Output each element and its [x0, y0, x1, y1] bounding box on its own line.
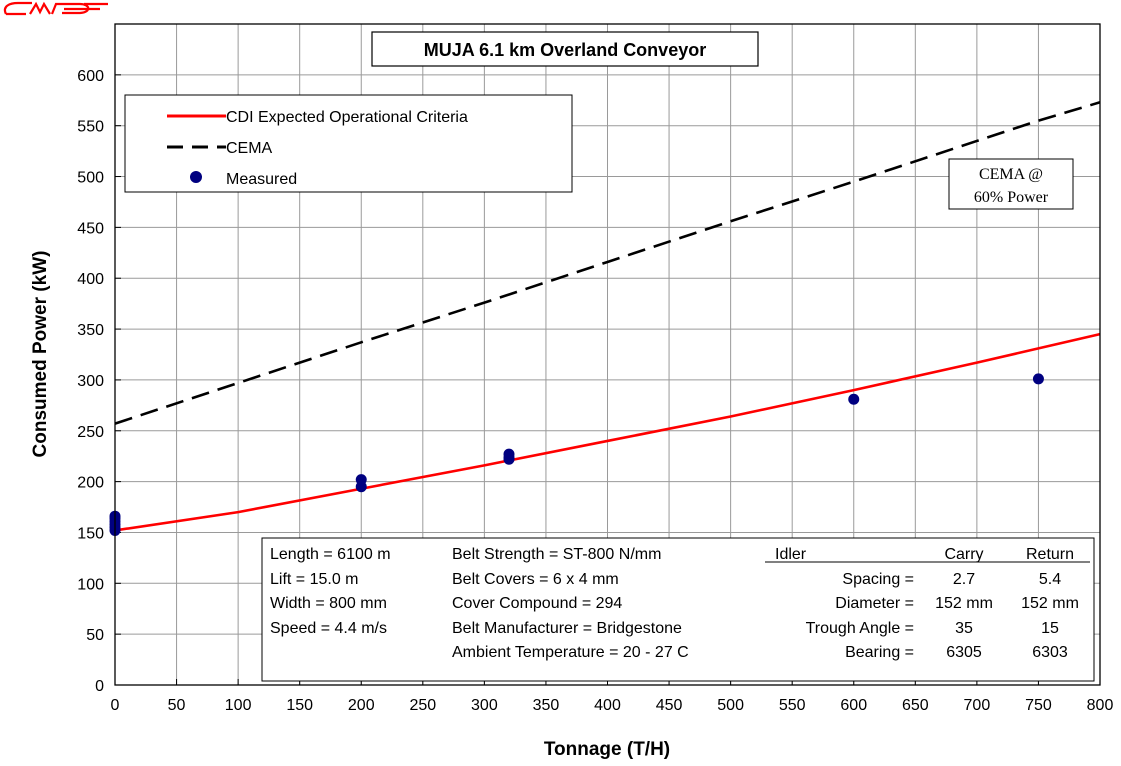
y-tick-label: 600: [77, 68, 104, 85]
x-tick-label: 550: [779, 697, 806, 714]
logo: [3, 1, 108, 16]
idler-header: Idler: [775, 546, 807, 563]
x-tick-label: 800: [1087, 697, 1114, 714]
x-tick-label: 50: [168, 697, 186, 714]
idler-spacing-return: 5.4: [1039, 571, 1061, 588]
idler-trough-angle-return: 15: [1041, 620, 1059, 637]
x-tick-label: 300: [471, 697, 498, 714]
x-tick-label: 650: [902, 697, 929, 714]
y-tick-label: 100: [77, 576, 104, 593]
spec-cover-compound: Cover Compound = 294: [452, 595, 622, 612]
x-tick-label: 600: [840, 697, 867, 714]
x-tick-label: 750: [1025, 697, 1052, 714]
idler-diameter-return: 152 mm: [1021, 595, 1079, 612]
spec-lift: Lift = 15.0 m: [270, 571, 359, 588]
idler-trough-angle-carry: 35: [955, 620, 973, 637]
x-tick-label: 100: [225, 697, 252, 714]
y-tick-label: 450: [77, 220, 104, 237]
idler-bearing-return: 6303: [1032, 644, 1068, 661]
spec-belt-manufacturer: Belt Manufacturer = Bridgestone: [452, 620, 682, 637]
data-point-measured: [355, 474, 367, 486]
legend-label-cdi: CDI Expected Operational Criteria: [226, 109, 468, 126]
y-tick-label: 250: [77, 424, 104, 441]
series-line-cema: [114, 101, 1101, 425]
y-tick-label: 300: [77, 373, 104, 390]
legend-label-measured: Measured: [226, 171, 297, 188]
x-tick-label: 700: [964, 697, 991, 714]
spec-length: Length = 6100 m: [270, 546, 391, 563]
x-tick-label: 350: [533, 697, 560, 714]
y-tick-label: 200: [77, 475, 104, 492]
cema-note-line-1: CEMA @: [979, 166, 1043, 183]
x-tick-label: 400: [594, 697, 621, 714]
y-tick-label: 50: [86, 627, 104, 644]
spec-speed: Speed = 4.4 m/s: [270, 620, 387, 637]
x-axis-title: Tonnage (T/H): [544, 739, 670, 760]
idler-spacing-label: Spacing =: [842, 571, 914, 588]
chart-title-box: MUJA 6.1 km Overland Conveyor: [371, 31, 759, 67]
legend-swatch-measured: [190, 171, 202, 183]
y-axis-title: Consumed Power (kW): [30, 251, 51, 458]
idler-trough-angle-label: Trough Angle =: [806, 620, 914, 637]
series-layer: [109, 101, 1101, 536]
y-tick-label: 550: [77, 119, 104, 136]
idler-bearing-label: Bearing =: [845, 644, 914, 661]
spec-belt-covers: Belt Covers = 6 x 4 mm: [452, 571, 619, 588]
idler-diameter-label: Diameter =: [835, 595, 914, 612]
spec-belt-strength: Belt Strength = ST-800 N/mm: [452, 546, 661, 563]
x-tick-label: 0: [111, 697, 120, 714]
legend-label-cema: CEMA: [226, 140, 273, 157]
y-tick-label: 400: [77, 271, 104, 288]
series-line-cdi-expected-operational-criteria: [114, 332, 1101, 532]
data-point-measured: [503, 448, 515, 460]
cema-note: CEMA @ 60% Power: [948, 158, 1074, 210]
idler-header-carry: Carry: [944, 546, 983, 563]
y-tick-label: 0: [95, 678, 104, 695]
x-tick-label: 250: [409, 697, 436, 714]
cema-note-line-2: 60% Power: [974, 189, 1049, 206]
data-point-measured: [1032, 373, 1044, 385]
spec-width: Width = 800 mm: [270, 595, 387, 612]
idler-header-return: Return: [1026, 546, 1074, 563]
x-axis-ticks: 0 50 100 150 200 250 300 350 400 450 500 550 600 650 7…: [111, 679, 1114, 714]
x-tick-label: 500: [717, 697, 744, 714]
y-tick-label: 500: [77, 170, 104, 187]
data-point-measured: [848, 393, 860, 405]
legend: CDI Expected Operational Criteria CEMA M…: [124, 94, 573, 193]
y-tick-label: 350: [77, 322, 104, 339]
spec-ambient-temperature: Ambient Temperature = 20 - 27 C: [452, 644, 689, 661]
plot-frame: [114, 23, 1101, 686]
y-tick-label: 150: [77, 525, 104, 542]
y-axis-ticks: 0 50 100 150 200 250 300 350 400 450 500 550 600: [77, 68, 121, 695]
x-tick-label: 450: [656, 697, 683, 714]
idler-bearing-carry: 6305: [946, 644, 982, 661]
specs-box: Length = 6100 m Lift = 15.0 m Width = 80…: [261, 537, 1095, 682]
idler-spacing-carry: 2.7: [953, 571, 975, 588]
idler-diameter-carry: 152 mm: [935, 595, 993, 612]
chart-title: MUJA 6.1 km Overland Conveyor: [424, 40, 706, 60]
x-tick-label: 150: [286, 697, 313, 714]
x-tick-label: 200: [348, 697, 375, 714]
